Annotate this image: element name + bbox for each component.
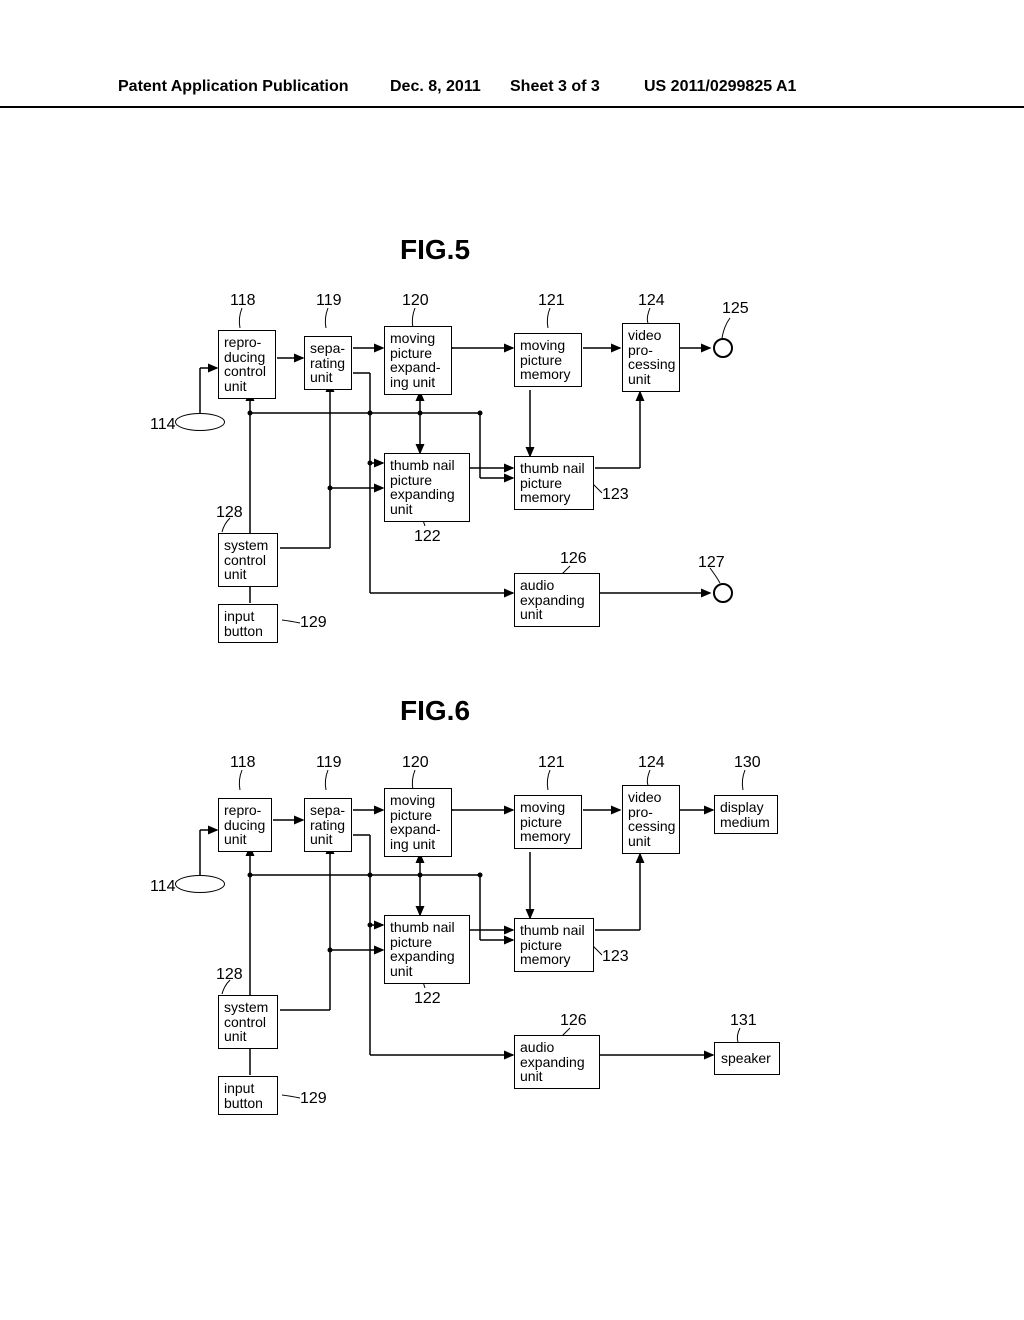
ref-123: 123 — [602, 486, 629, 504]
ref-124: 124 — [638, 292, 665, 310]
box-moving-expand: movingpictureexpand-ing unit — [384, 326, 452, 395]
box-moving-expand: movingpictureexpand-ing unit — [384, 788, 452, 857]
ref-114: 114 — [150, 416, 176, 434]
ref-127: 127 — [698, 554, 725, 572]
ref-125: 125 — [722, 300, 749, 318]
box-system-control: systemcontrolunit — [218, 995, 278, 1049]
ref-126: 126 — [560, 550, 587, 568]
box-separating: sepa-ratingunit — [304, 798, 352, 852]
box-thumb-expand: thumb nailpictureexpandingunit — [384, 915, 470, 984]
ref-120: 120 — [402, 754, 429, 772]
ref-129: 129 — [300, 1090, 327, 1108]
header-pubno: US 2011/0299825 A1 — [644, 78, 796, 96]
ref-122: 122 — [414, 990, 441, 1008]
fig5-diagram: repro-ducingcontrolunit sepa-ratingunit … — [170, 278, 870, 678]
ref-129: 129 — [300, 614, 327, 632]
header-sheet: Sheet 3 of 3 — [510, 78, 600, 96]
fig6-title: FIG.6 — [400, 695, 470, 727]
header-publication: Patent Application Publication — [118, 78, 349, 96]
fig6-diagram: repro-ducingunit sepa-ratingunit movingp… — [170, 740, 890, 1160]
ref-114: 114 — [150, 878, 176, 896]
box-separating: sepa-ratingunit — [304, 336, 352, 390]
box-audio-expand: audioexpandingunit — [514, 573, 600, 627]
ref-123: 123 — [602, 948, 629, 966]
audio-out-icon — [713, 583, 733, 603]
ref-118: 118 — [230, 754, 256, 772]
disc-icon — [175, 413, 225, 431]
box-thumb-expand: thumb nailpictureexpandingunit — [384, 453, 470, 522]
box-input-button: inputbutton — [218, 1076, 278, 1115]
box-video-processing: videopro-cessingunit — [622, 323, 680, 392]
ref-121: 121 — [538, 754, 565, 772]
ref-124: 124 — [638, 754, 665, 772]
box-input-button: inputbutton — [218, 604, 278, 643]
ref-130: 130 — [734, 754, 761, 772]
box-video-processing: videopro-cessingunit — [622, 785, 680, 854]
ref-119: 119 — [316, 754, 342, 772]
box-thumb-memory: thumb nailpicturememory — [514, 918, 594, 972]
ref-121: 121 — [538, 292, 565, 310]
box-thumb-memory: thumb nailpicturememory — [514, 456, 594, 510]
fig5-title: FIG.5 — [400, 234, 470, 266]
box-moving-memory: movingpicturememory — [514, 333, 582, 387]
header-date: Dec. 8, 2011 — [390, 78, 481, 96]
box-reproducing: repro-ducingunit — [218, 798, 272, 852]
box-reproducing-control: repro-ducingcontrolunit — [218, 330, 276, 399]
page-header: Patent Application Publication Dec. 8, 2… — [0, 78, 1024, 108]
ref-120: 120 — [402, 292, 429, 310]
ref-126: 126 — [560, 1012, 587, 1030]
ref-128: 128 — [216, 504, 243, 522]
box-speaker: speaker — [714, 1042, 780, 1075]
ref-122: 122 — [414, 528, 441, 546]
box-moving-memory: movingpicturememory — [514, 795, 582, 849]
ref-119: 119 — [316, 292, 342, 310]
ref-131: 131 — [730, 1012, 757, 1030]
disc-icon — [175, 875, 225, 893]
box-display-medium: displaymedium — [714, 795, 778, 834]
box-audio-expand: audioexpandingunit — [514, 1035, 600, 1089]
video-out-icon — [713, 338, 733, 358]
box-system-control: systemcontrolunit — [218, 533, 278, 587]
ref-128: 128 — [216, 966, 243, 984]
ref-118: 118 — [230, 292, 256, 310]
